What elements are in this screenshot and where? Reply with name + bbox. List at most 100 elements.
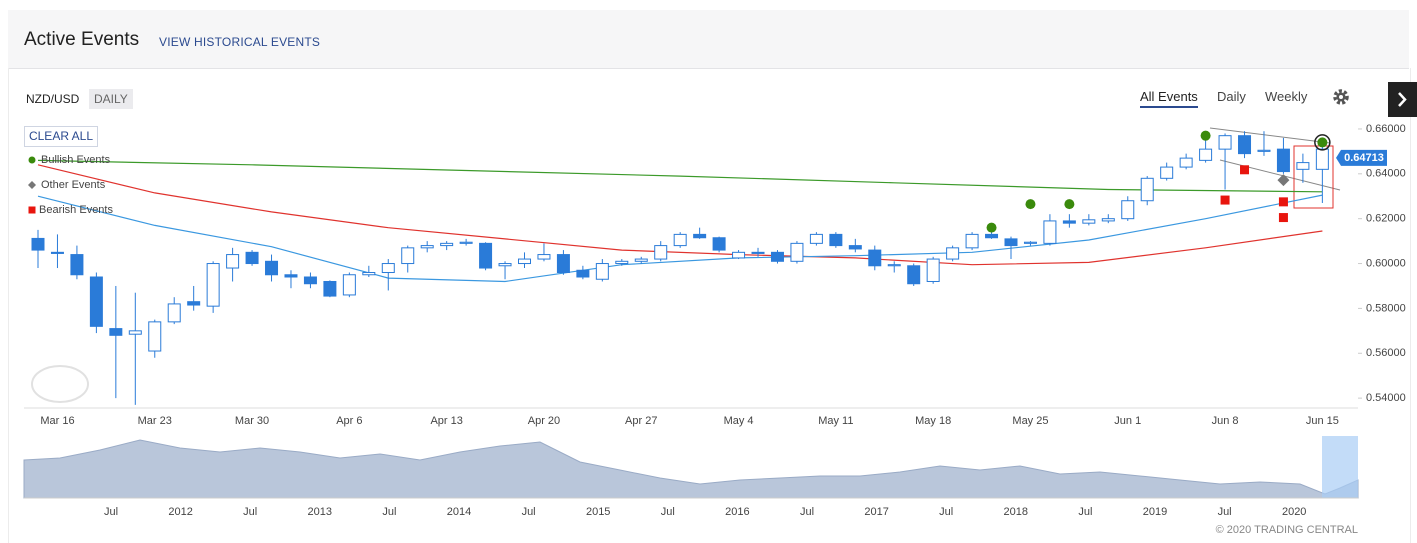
y-tick-label: 0.64000 (1366, 168, 1406, 180)
candle-body (732, 251, 746, 259)
symbol: NZD/USD (26, 92, 80, 106)
candle-body (693, 233, 707, 239)
average-line (37, 194, 1323, 283)
candle-body (518, 258, 531, 265)
candle-body (109, 328, 123, 336)
copyright: © 2020 TRADING CENTRAL (1215, 524, 1358, 536)
page-title: Active Events (24, 29, 140, 50)
candle-body (50, 251, 64, 254)
candle-body (926, 258, 940, 282)
navigator (23, 436, 1359, 499)
candle-body (1296, 162, 1310, 170)
candle-body (479, 242, 493, 269)
candle-body (809, 233, 823, 244)
clear-button[interactable]: CLEAR ALL (24, 126, 98, 147)
tab[interactable]: All Events (1140, 89, 1198, 108)
y-tick-label: 0.56000 (1366, 347, 1406, 359)
navigator-label: Jul (661, 506, 675, 518)
y-tick-label: 0.54000 (1366, 392, 1406, 404)
candle-body (1179, 157, 1193, 168)
settings-icon[interactable] (1331, 87, 1351, 107)
candle-body (1160, 166, 1174, 179)
x-tick-label: May 18 (915, 415, 951, 427)
x-tick-label: May 4 (724, 415, 754, 427)
y-tick-label: 0.60000 (1366, 257, 1406, 269)
legend-marker (28, 156, 36, 164)
x-tick-label: Mar 16 (40, 415, 74, 427)
x-tick-label: Apr 27 (625, 415, 657, 427)
candle-body (459, 241, 473, 244)
candle-body (284, 274, 298, 278)
event-marker (1240, 165, 1250, 175)
navigator-label: 2016 (725, 506, 749, 518)
navigator-label: 2012 (168, 506, 192, 518)
navigator-label: 2019 (1143, 506, 1167, 518)
candle-body (576, 269, 590, 278)
y-tick-label: 0.58000 (1366, 302, 1406, 314)
trend-line (1219, 159, 1341, 191)
legend-label: Bullish Events (41, 154, 111, 166)
navigator-label: Jul (939, 506, 953, 518)
candle-body (1315, 148, 1329, 170)
navigator-area (23, 439, 1359, 499)
candle-body (89, 276, 103, 327)
candle-body (206, 263, 220, 307)
x-tick-label: May 25 (1012, 415, 1048, 427)
candle-body (556, 254, 570, 274)
next-button[interactable] (1388, 82, 1417, 117)
navigator-label: 2014 (447, 506, 471, 518)
candle-body (1276, 148, 1290, 173)
candle-body (673, 233, 687, 247)
event-marker (1064, 199, 1075, 210)
x-tick-label: Apr 20 (528, 415, 560, 427)
x-tick-label: Jun 8 (1212, 415, 1239, 427)
tab[interactable]: Weekly (1265, 89, 1308, 104)
navigator-label: 2017 (864, 506, 888, 518)
candle-body (1082, 219, 1096, 224)
legend-marker (28, 181, 36, 189)
panel (8, 68, 1411, 543)
trend-line (1209, 127, 1331, 144)
navigator-label: 2020 (1282, 506, 1306, 518)
tab[interactable]: Daily (1217, 89, 1246, 104)
candle-body (31, 237, 45, 251)
x-tick-label: May 11 (818, 415, 853, 427)
navigator-label: Jul (243, 506, 257, 518)
candle-body (323, 280, 337, 297)
navigator-label: Jul (522, 506, 536, 518)
candle-body (907, 265, 921, 285)
candle-body (654, 245, 668, 260)
navigator-label: Jul (1218, 506, 1232, 518)
candle-body (1023, 241, 1037, 244)
candle-body (615, 260, 629, 265)
legend-label: Bearish Events (39, 204, 113, 216)
navigator-label: 2018 (1004, 506, 1028, 518)
candle-body (420, 245, 434, 249)
watermark (31, 365, 89, 403)
candle-body (498, 263, 512, 267)
event-marker (986, 222, 997, 233)
x-tick-label: Jun 15 (1306, 415, 1339, 427)
candle-body (790, 242, 804, 262)
navigator-window[interactable] (1322, 436, 1358, 498)
last-price-tag (1336, 149, 1387, 166)
candle-body (1218, 135, 1232, 150)
event-marker (1317, 137, 1328, 148)
candle-body (303, 276, 317, 285)
candle-body (537, 254, 551, 260)
period-badge[interactable]: DAILY (89, 89, 133, 109)
candle-body (401, 247, 415, 265)
candle-body (1043, 220, 1057, 244)
historical-link[interactable]: VIEW HISTORICAL EVENTS (159, 35, 321, 49)
candle-body (187, 301, 201, 306)
navigator-label: Jul (382, 506, 396, 518)
candle-body (1101, 218, 1115, 222)
event-marker (1025, 199, 1036, 210)
chevron-icon (1398, 92, 1407, 107)
navigator-label: Jul (104, 506, 118, 518)
navigator-label: 2015 (586, 506, 610, 518)
y-tick-label: 0.62000 (1366, 213, 1406, 225)
candle-body (1004, 238, 1018, 247)
